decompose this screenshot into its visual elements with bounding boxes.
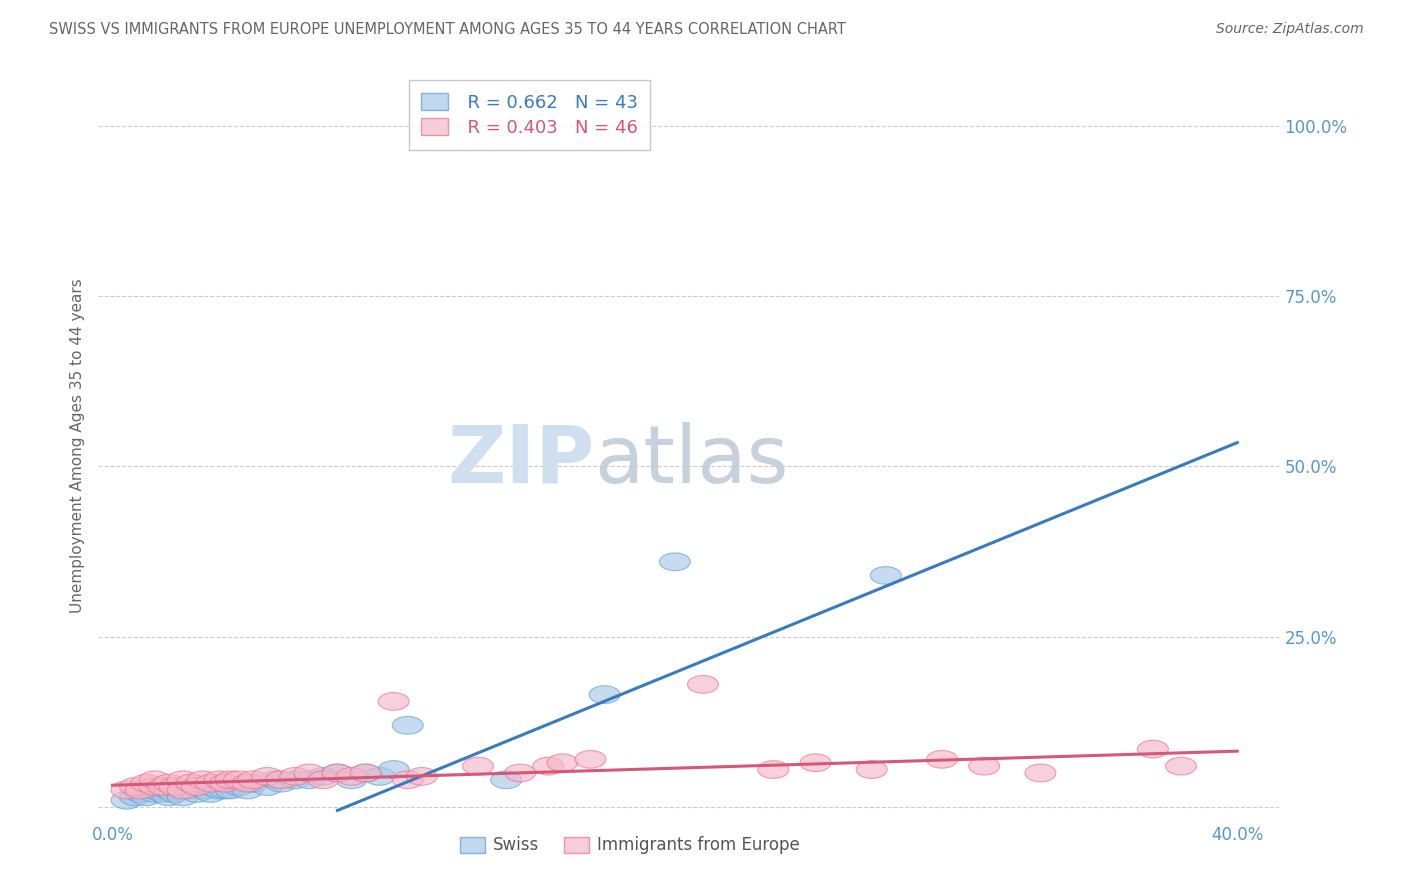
Ellipse shape bbox=[176, 781, 207, 799]
Ellipse shape bbox=[181, 778, 212, 796]
Ellipse shape bbox=[204, 781, 235, 799]
Ellipse shape bbox=[1137, 740, 1168, 758]
Ellipse shape bbox=[148, 778, 179, 796]
Ellipse shape bbox=[336, 771, 367, 789]
Ellipse shape bbox=[280, 771, 311, 789]
Ellipse shape bbox=[238, 771, 269, 789]
Ellipse shape bbox=[589, 686, 620, 704]
Ellipse shape bbox=[1166, 757, 1197, 775]
Ellipse shape bbox=[350, 764, 381, 781]
Text: SWISS VS IMMIGRANTS FROM EUROPE UNEMPLOYMENT AMONG AGES 35 TO 44 YEARS CORRELATI: SWISS VS IMMIGRANTS FROM EUROPE UNEMPLOY… bbox=[49, 22, 846, 37]
Ellipse shape bbox=[153, 781, 184, 799]
Ellipse shape bbox=[308, 771, 339, 789]
Y-axis label: Unemployment Among Ages 35 to 44 years: Unemployment Among Ages 35 to 44 years bbox=[69, 278, 84, 614]
Ellipse shape bbox=[209, 774, 240, 792]
Ellipse shape bbox=[190, 781, 221, 799]
Ellipse shape bbox=[224, 771, 254, 789]
Ellipse shape bbox=[176, 774, 207, 792]
Ellipse shape bbox=[195, 774, 226, 792]
Ellipse shape bbox=[491, 771, 522, 789]
Ellipse shape bbox=[238, 774, 269, 792]
Ellipse shape bbox=[159, 785, 190, 802]
Ellipse shape bbox=[252, 778, 283, 796]
Legend: Swiss, Immigrants from Europe: Swiss, Immigrants from Europe bbox=[453, 830, 807, 861]
Ellipse shape bbox=[322, 764, 353, 781]
Ellipse shape bbox=[215, 781, 246, 799]
Ellipse shape bbox=[266, 774, 297, 792]
Ellipse shape bbox=[280, 767, 311, 785]
Ellipse shape bbox=[224, 778, 254, 796]
Ellipse shape bbox=[378, 692, 409, 710]
Ellipse shape bbox=[800, 754, 831, 772]
Ellipse shape bbox=[111, 781, 142, 799]
Ellipse shape bbox=[969, 757, 1000, 775]
Ellipse shape bbox=[181, 778, 212, 796]
Ellipse shape bbox=[139, 781, 170, 799]
Ellipse shape bbox=[659, 553, 690, 571]
Ellipse shape bbox=[131, 774, 162, 792]
Ellipse shape bbox=[215, 771, 246, 789]
Ellipse shape bbox=[125, 785, 156, 802]
Ellipse shape bbox=[139, 778, 170, 796]
Text: ZIP: ZIP bbox=[447, 422, 595, 500]
Ellipse shape bbox=[167, 788, 198, 805]
Ellipse shape bbox=[870, 566, 901, 584]
Ellipse shape bbox=[232, 774, 263, 792]
Ellipse shape bbox=[167, 771, 198, 789]
Ellipse shape bbox=[204, 771, 235, 789]
Ellipse shape bbox=[266, 771, 297, 789]
Ellipse shape bbox=[364, 767, 395, 785]
Ellipse shape bbox=[294, 771, 325, 789]
Ellipse shape bbox=[927, 750, 957, 768]
Ellipse shape bbox=[260, 771, 291, 789]
Ellipse shape bbox=[153, 788, 184, 805]
Ellipse shape bbox=[322, 764, 353, 781]
Ellipse shape bbox=[148, 785, 179, 802]
Ellipse shape bbox=[505, 764, 536, 781]
Ellipse shape bbox=[252, 767, 283, 785]
Ellipse shape bbox=[139, 785, 170, 802]
Ellipse shape bbox=[1025, 764, 1056, 781]
Ellipse shape bbox=[125, 781, 156, 799]
Ellipse shape bbox=[167, 781, 198, 799]
Text: Source: ZipAtlas.com: Source: ZipAtlas.com bbox=[1216, 22, 1364, 37]
Ellipse shape bbox=[167, 781, 198, 799]
Ellipse shape bbox=[153, 774, 184, 792]
Ellipse shape bbox=[294, 764, 325, 781]
Ellipse shape bbox=[688, 675, 718, 693]
Ellipse shape bbox=[195, 778, 226, 796]
Ellipse shape bbox=[463, 757, 494, 775]
Ellipse shape bbox=[181, 785, 212, 802]
Ellipse shape bbox=[139, 771, 170, 789]
Ellipse shape bbox=[232, 781, 263, 799]
Ellipse shape bbox=[111, 791, 142, 809]
Text: atlas: atlas bbox=[595, 422, 789, 500]
Ellipse shape bbox=[195, 785, 226, 802]
Ellipse shape bbox=[120, 788, 150, 805]
Ellipse shape bbox=[378, 761, 409, 779]
Ellipse shape bbox=[131, 788, 162, 805]
Ellipse shape bbox=[406, 767, 437, 785]
Ellipse shape bbox=[575, 750, 606, 768]
Ellipse shape bbox=[336, 767, 367, 785]
Ellipse shape bbox=[120, 778, 150, 796]
Ellipse shape bbox=[533, 757, 564, 775]
Ellipse shape bbox=[209, 774, 240, 792]
Ellipse shape bbox=[209, 781, 240, 799]
Ellipse shape bbox=[187, 771, 218, 789]
Ellipse shape bbox=[758, 761, 789, 779]
Ellipse shape bbox=[392, 771, 423, 789]
Ellipse shape bbox=[547, 754, 578, 772]
Ellipse shape bbox=[392, 716, 423, 734]
Ellipse shape bbox=[350, 764, 381, 781]
Ellipse shape bbox=[308, 767, 339, 785]
Ellipse shape bbox=[159, 778, 190, 796]
Ellipse shape bbox=[856, 761, 887, 779]
